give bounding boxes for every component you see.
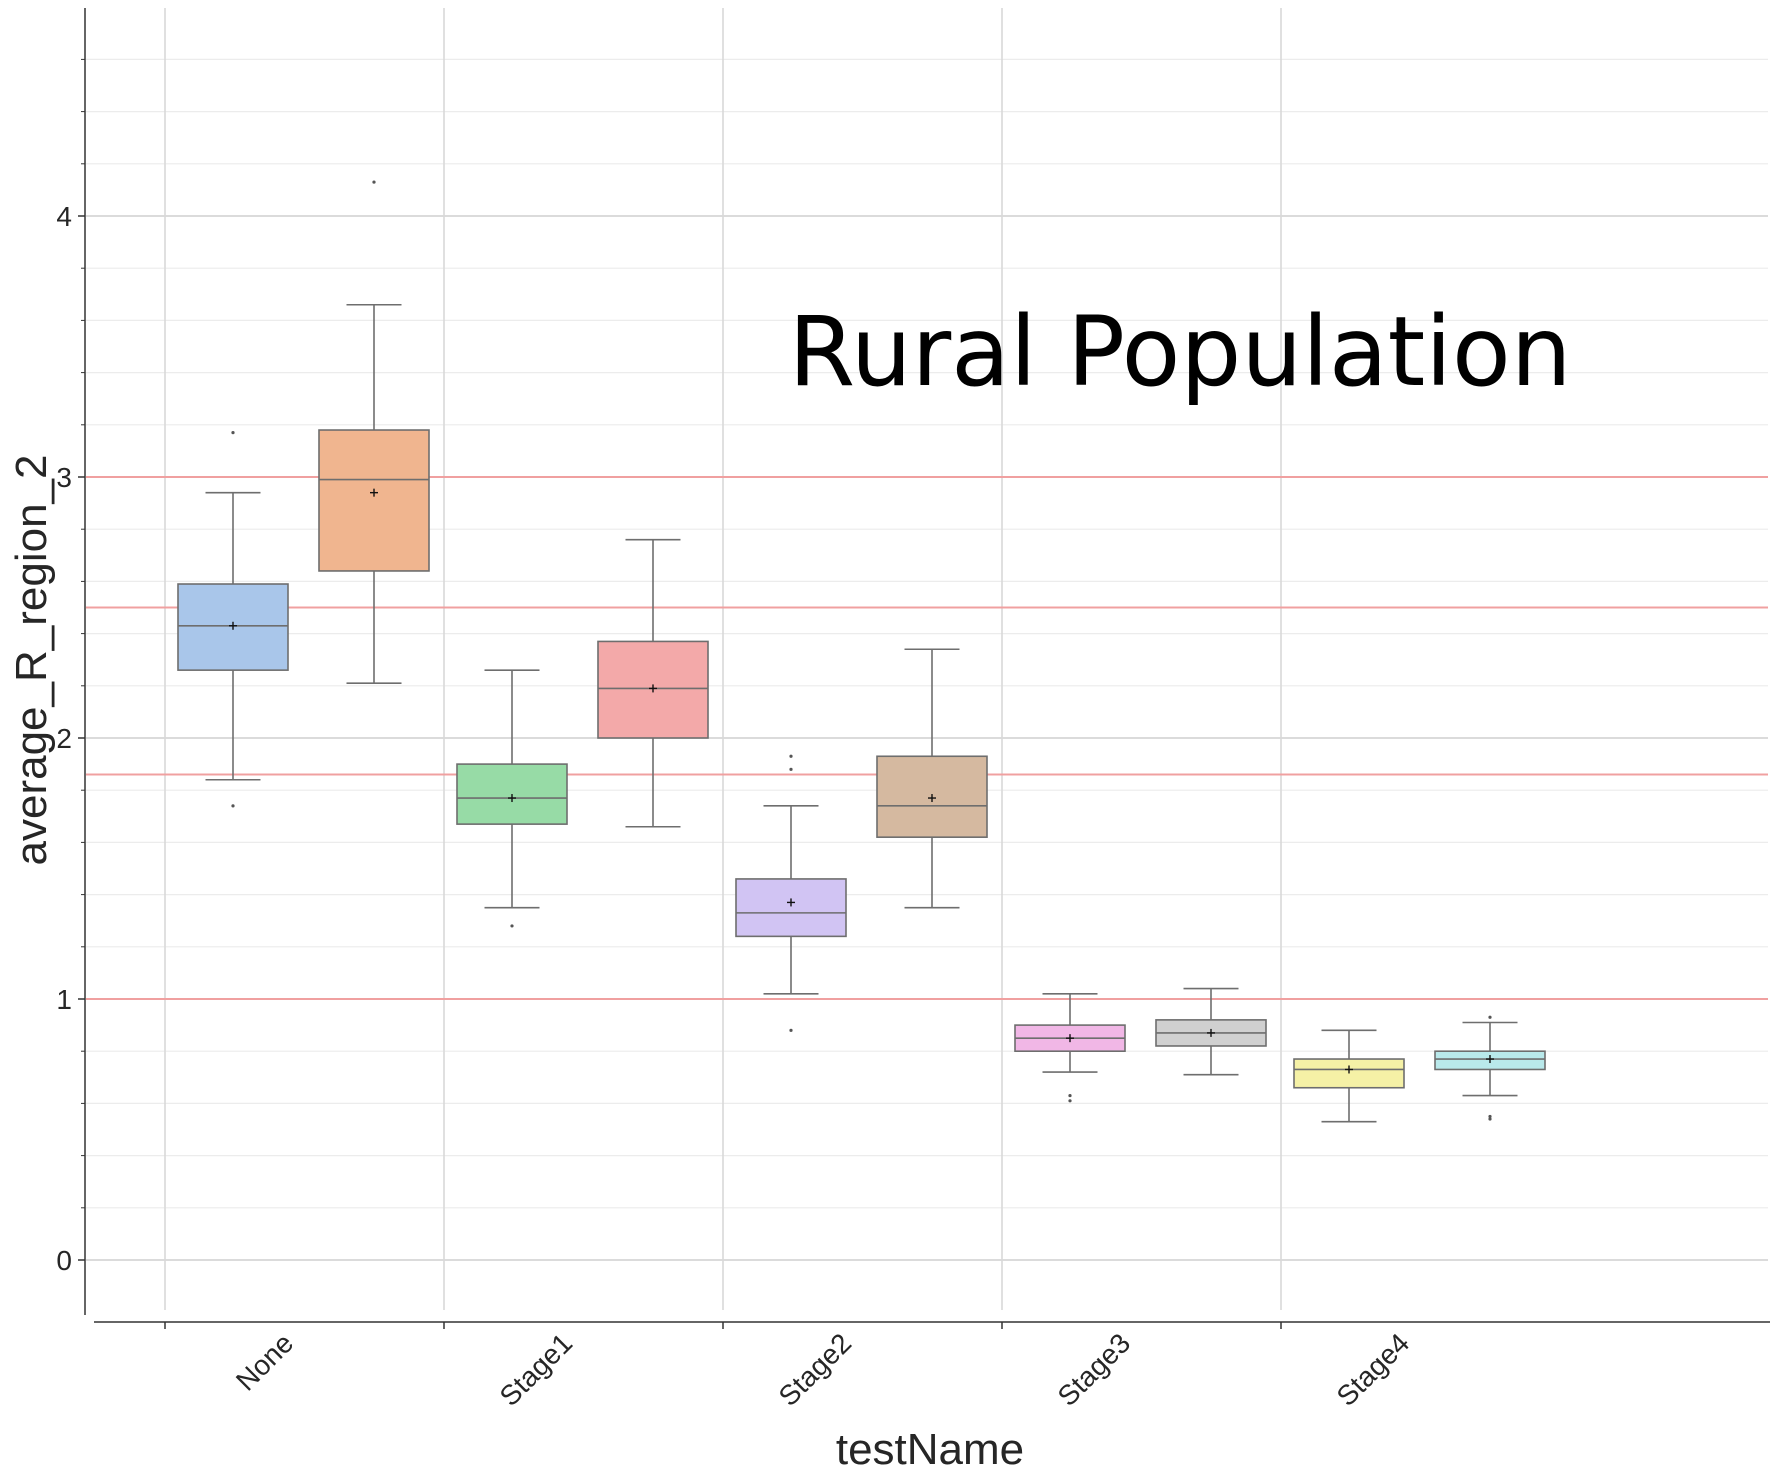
overlay-title: Rural Population [788,296,1571,408]
outlier-point [1488,1015,1492,1019]
box-stage4-0 [1293,1029,1405,1123]
outlier-point [1488,1117,1492,1121]
box-stage2-1 [876,648,988,909]
axes: 0 1 2 3 4 None Stage1 Stage2 Stage3 Stage4 [56,8,1770,1412]
box-stage1-0 [456,669,568,928]
iqr-box [735,878,847,938]
box-stage3-1 [1155,987,1267,1076]
labels: Rural Population testName average_R_regi… [7,296,1572,1474]
x-tick-label: Stage1 [494,1327,579,1412]
outlier-point [510,924,514,928]
outlier-point [789,754,793,758]
x-tick-label: Stage4 [1331,1327,1416,1412]
outlier-point [231,431,235,435]
x-tick-label: Stage2 [773,1327,858,1412]
outlier-point [372,180,376,184]
y-tick-label: 0 [56,1245,72,1276]
iqr-box [318,429,430,572]
x-axis-label: testName [836,1425,1024,1474]
outlier-point [789,1028,793,1032]
grid-layer [86,8,1768,1310]
y-tick-label: 3 [56,462,72,493]
y-tick-label: 2 [56,723,72,754]
box-stage2-0 [735,754,847,1032]
outlier-point [231,804,235,808]
box-stage4-1 [1434,1015,1546,1121]
y-tick-label: 1 [56,984,72,1015]
y-tick-label: 4 [56,201,72,232]
box-none-0 [177,431,289,808]
outlier-point [1488,1114,1492,1119]
outlier-point [1068,1099,1072,1103]
box-none-1 [318,180,430,684]
outlier-point [1068,1093,1072,1098]
box-stage3-0 [1014,992,1126,1103]
outlier-point [789,767,793,771]
y-axis-label: average_R_region_2 [7,455,56,866]
box-stage1-1 [597,538,709,828]
x-tick-label: Stage3 [1052,1327,1137,1412]
boxes [177,180,1546,1123]
x-tick-label: None [230,1327,299,1396]
